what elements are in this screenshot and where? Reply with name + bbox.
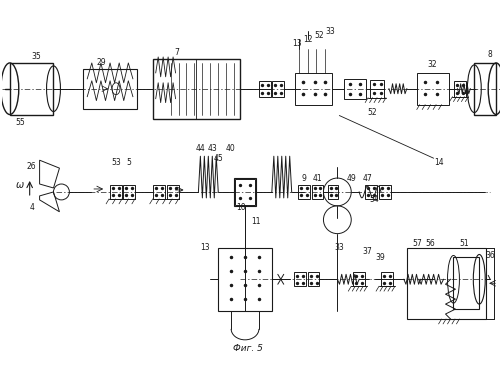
Bar [83, 69, 137, 108]
Bar [233, 178, 256, 206]
Bar [152, 59, 239, 118]
Bar [218, 248, 272, 311]
Text: 12: 12 [302, 35, 312, 44]
Bar [110, 185, 122, 199]
Text: 32: 32 [427, 60, 436, 70]
Bar [452, 258, 478, 309]
Text: 14: 14 [433, 158, 442, 166]
Text: 7: 7 [174, 48, 179, 57]
Bar [272, 81, 283, 97]
Text: 36: 36 [484, 251, 494, 260]
Text: 33: 33 [334, 243, 344, 252]
Text: 29: 29 [96, 58, 106, 67]
Text: 5: 5 [126, 158, 131, 166]
Text: 11: 11 [250, 217, 260, 226]
Text: 55: 55 [15, 118, 25, 127]
Text: 47: 47 [362, 174, 371, 182]
Bar [473, 63, 495, 115]
Bar [297, 185, 309, 199]
Text: 45: 45 [213, 154, 222, 163]
Bar [328, 185, 338, 199]
Bar [380, 272, 392, 286]
Bar [406, 248, 485, 319]
Text: 8: 8 [487, 50, 491, 60]
Text: 57: 57 [411, 239, 421, 248]
Text: 54: 54 [368, 195, 378, 204]
Text: 9: 9 [301, 174, 306, 182]
Text: 53: 53 [111, 158, 121, 166]
Text: ω: ω [16, 180, 24, 190]
Text: 37: 37 [362, 247, 371, 256]
Text: 41: 41 [312, 174, 322, 182]
Text: 39: 39 [374, 253, 384, 262]
Bar [259, 81, 271, 97]
Text: Фиг. 5: Фиг. 5 [232, 344, 263, 353]
Text: 10: 10 [236, 204, 245, 212]
Bar [344, 79, 365, 99]
Bar [416, 73, 447, 105]
Text: 4: 4 [29, 204, 34, 212]
Text: 35: 35 [32, 53, 42, 61]
Bar [294, 73, 332, 105]
Text: 52: 52 [367, 108, 376, 117]
Bar [453, 81, 465, 97]
Text: 44: 44 [195, 144, 205, 153]
Text: 26: 26 [27, 162, 37, 171]
Text: 40: 40 [225, 144, 234, 153]
Bar [234, 179, 255, 205]
Bar [307, 272, 319, 286]
Text: 13: 13 [291, 38, 301, 48]
Bar [378, 185, 390, 199]
Text: 13: 13 [200, 243, 210, 252]
Text: 51: 51 [458, 239, 468, 248]
Text: 49: 49 [346, 174, 355, 182]
Bar [152, 185, 164, 199]
Bar [353, 272, 364, 286]
Bar [123, 185, 135, 199]
Bar [293, 272, 305, 286]
Bar [10, 63, 54, 115]
Text: 52: 52 [314, 31, 324, 40]
Bar [166, 185, 178, 199]
Bar [364, 185, 376, 199]
Bar [369, 80, 383, 98]
Text: 33: 33 [325, 27, 335, 36]
Text: 56: 56 [425, 239, 435, 248]
Text: 43: 43 [207, 144, 217, 153]
Bar [311, 185, 323, 199]
